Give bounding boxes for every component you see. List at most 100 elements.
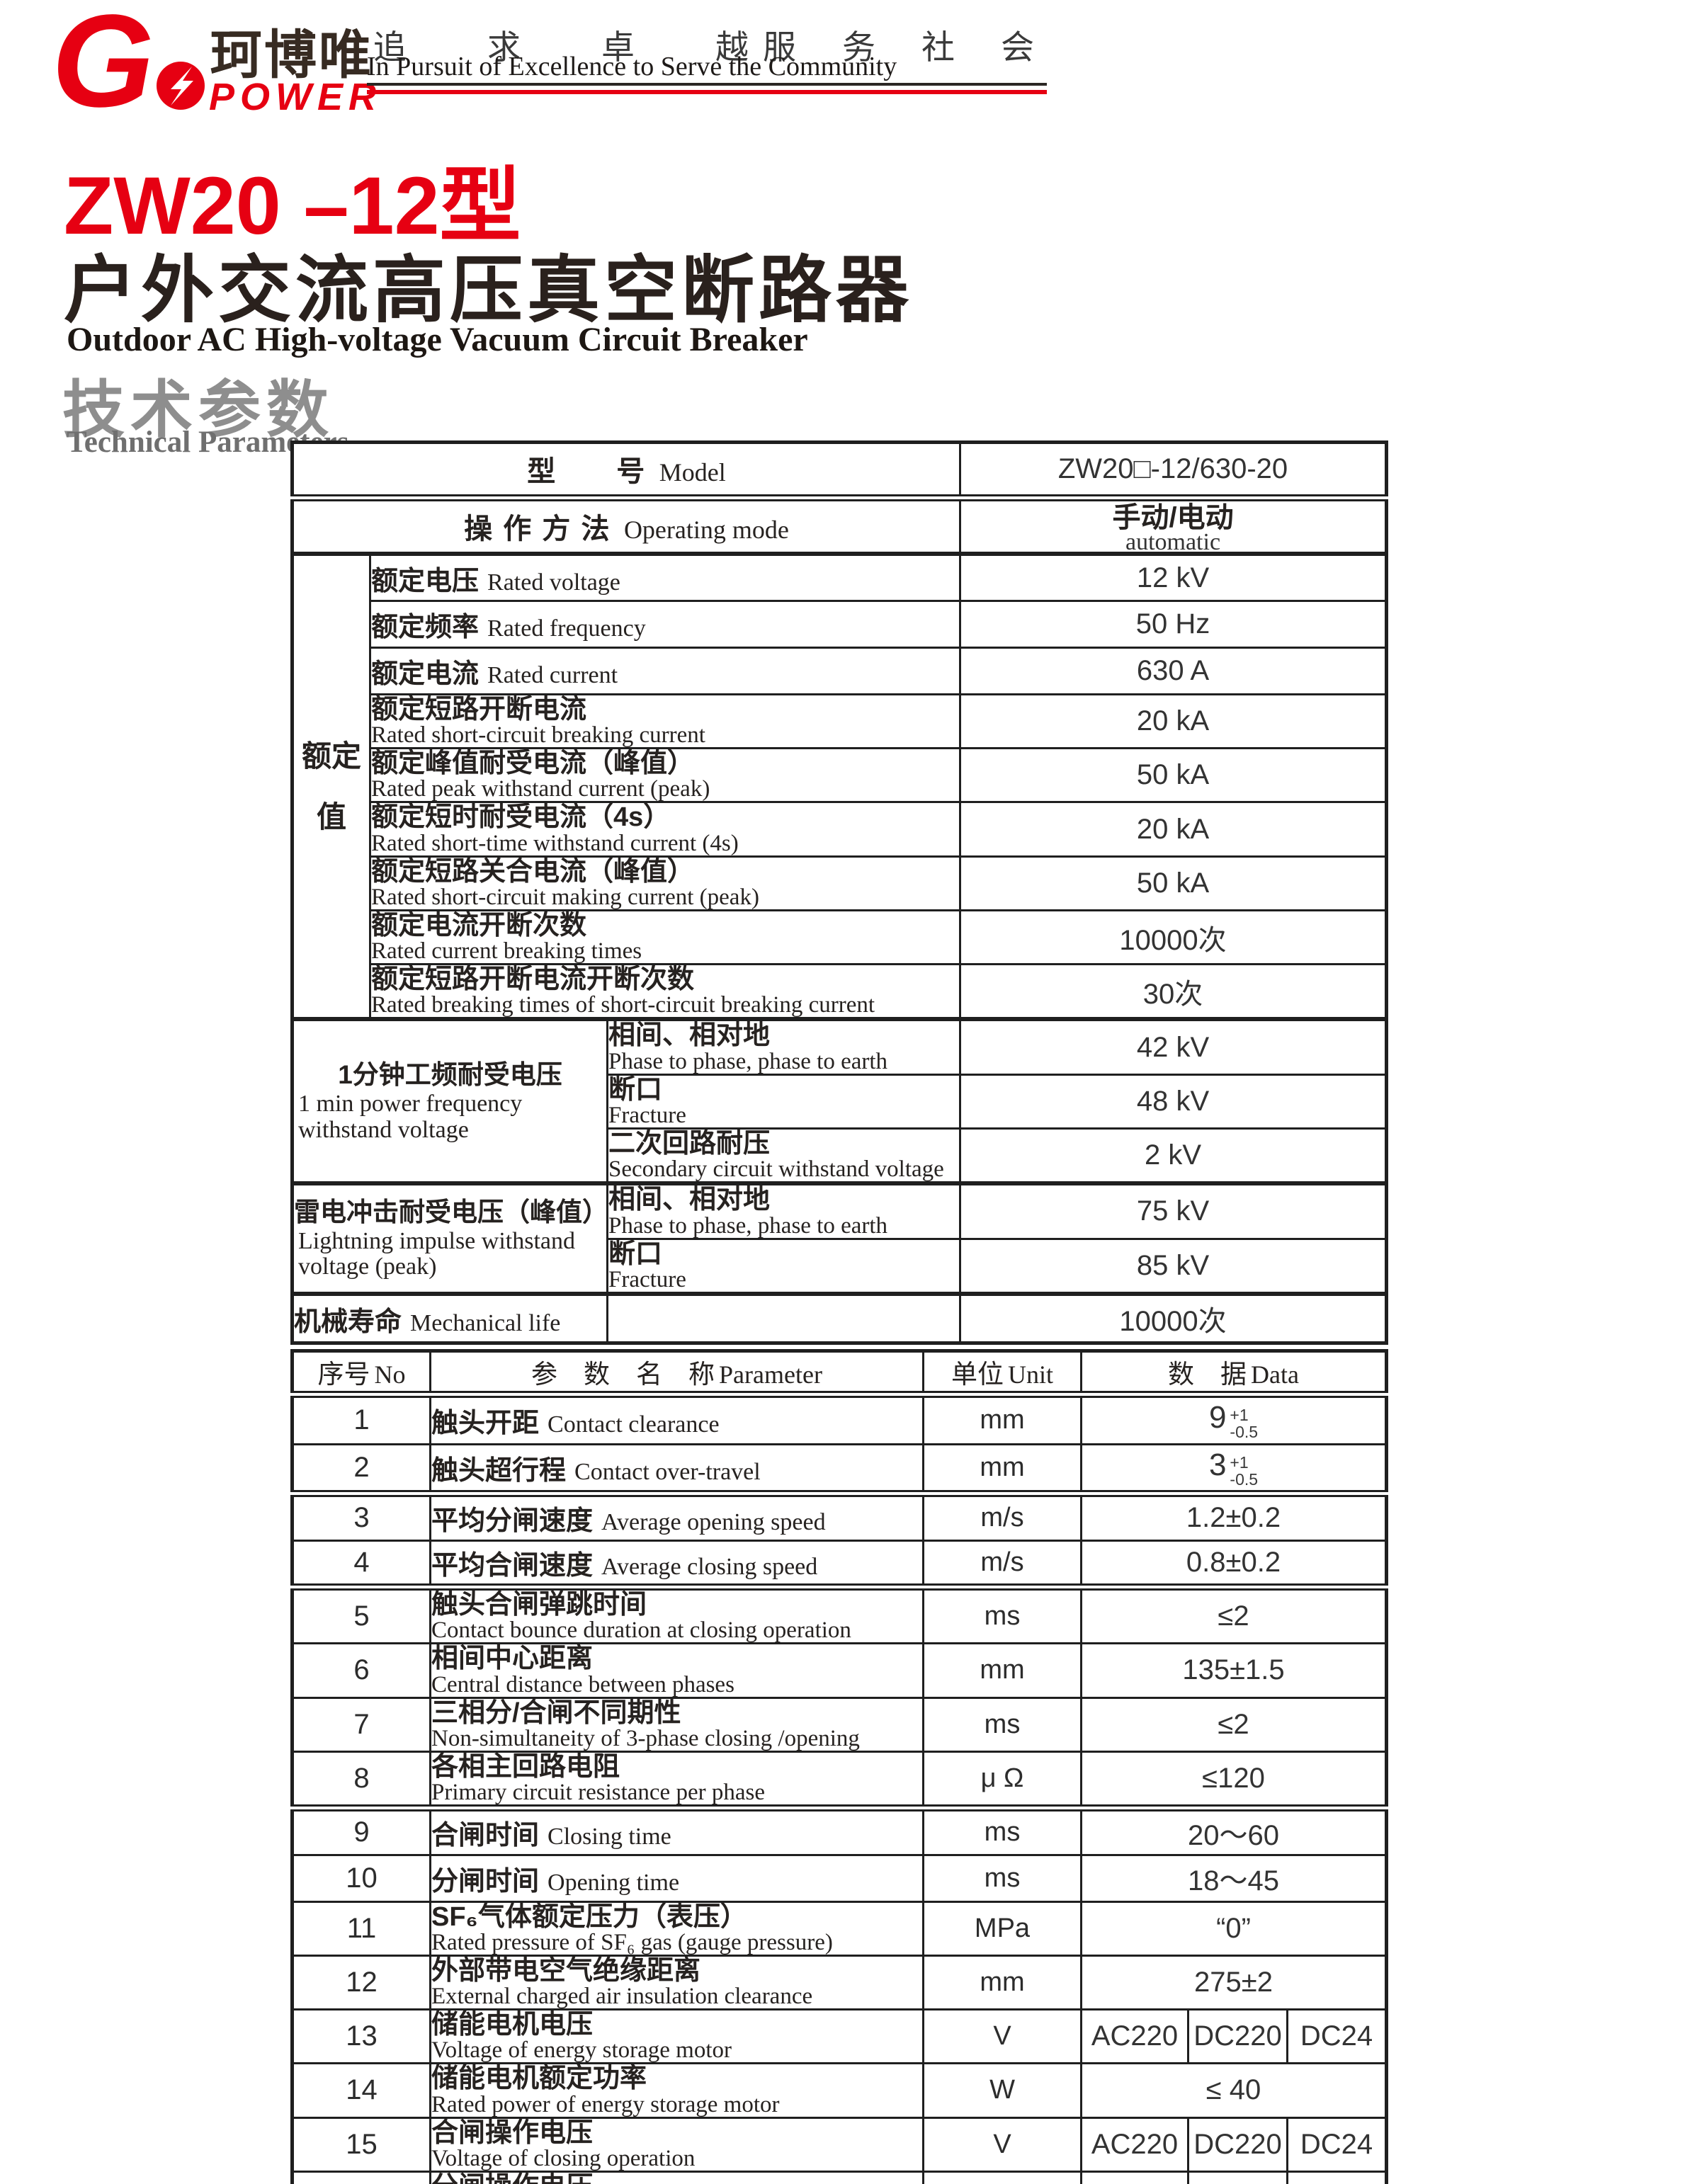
row-no: 11 bbox=[291, 1900, 431, 1957]
param-label: 机械寿命 Mechanical life bbox=[291, 1291, 608, 1345]
param-label-cn: 合闸时间 bbox=[431, 1821, 540, 1851]
table-row-11: 11 SF₆气体额定压力（表压） Rated pressure of SF₆ ga… bbox=[291, 1900, 1388, 1957]
table-row-rated-current: 额定电流 Rated current 630 A bbox=[293, 646, 1388, 695]
param-value: 50 kA bbox=[959, 747, 1388, 804]
row-no: 7 bbox=[291, 1696, 431, 1753]
param-label: 合闸操作电压 Voltage of closing operation bbox=[429, 2116, 924, 2173]
param-label-cn: 分闸时间 bbox=[431, 1866, 540, 1896]
data-cell-dc220: DC220 bbox=[1187, 2008, 1288, 2065]
unit-cell: V bbox=[922, 2116, 1082, 2173]
param-label: 断口 Fracture bbox=[606, 1237, 962, 1296]
table-row-pf-fracture: 断口 Fracture 48 kV bbox=[293, 1073, 1388, 1130]
column-header-unit: 单位 Unit bbox=[922, 1350, 1082, 1398]
pf-group-label: 1分钟工频耐受电压 1 min power frequency withstan… bbox=[291, 1017, 608, 1185]
table-row-sc-breaking-times: 额定短路开断电流开断次数 Rated breaking times of shor… bbox=[293, 963, 1388, 1022]
li-group-label: 雷电冲击耐受电压（峰值） Lightning impulse withstand… bbox=[291, 1181, 608, 1295]
row-no: 14 bbox=[291, 2062, 431, 2119]
param-label-cn: 额定短路开断电流开断次数 bbox=[371, 965, 695, 995]
rated-group-label: 额定值 bbox=[291, 552, 371, 1020]
data-cell: ≤ 40 bbox=[1079, 2062, 1388, 2119]
param-label-en: Rated frequency bbox=[487, 615, 646, 642]
product-title-cn: 户外交流高压真空断路器 bbox=[64, 249, 913, 331]
pf-group-label-cn: 1分钟工频耐受电压 bbox=[338, 1060, 562, 1090]
unit-cell: m/s bbox=[922, 1492, 1082, 1542]
param-label-cn: 额定频率 bbox=[371, 612, 480, 642]
table-row-8: 8 各相主回路电阻 Primary circuit resistance per … bbox=[291, 1750, 1388, 1812]
param-value: 85 kV bbox=[959, 1237, 1388, 1296]
param-label-cn: 触头合闸弹跳时间 bbox=[431, 1590, 647, 1620]
param-label-cn: 二次回路耐压 bbox=[608, 1129, 771, 1159]
table-row-peak-withstand: 额定峰值耐受电流（峰值） Rated peak withstand current… bbox=[293, 747, 1388, 804]
param-label-en: Average opening speed bbox=[601, 1509, 826, 1536]
table-row-12: 12 外部带电空气绝缘距离 External charged air insula… bbox=[291, 1954, 1388, 2011]
param-label-cn: 三相分/合闸不同期性 bbox=[431, 1697, 681, 1728]
param-label: 三相分/合闸不同期性 Non-simultaneity of 3-phase cl… bbox=[429, 1696, 924, 1753]
operating-value-en: automatic bbox=[1125, 528, 1221, 554]
data-cell: 1.2±0.2 bbox=[1079, 1492, 1388, 1542]
param-label-en: Voltage of energy storage motor bbox=[431, 2037, 732, 2064]
row-no: 9 bbox=[291, 1807, 431, 1856]
row-no: 5 bbox=[291, 1586, 431, 1645]
param-label-en: Rated pressure of SF₆ gas (gauge pressur… bbox=[431, 1929, 833, 1955]
unit-cell: ms bbox=[922, 1696, 1082, 1753]
unit-cell: μ Ω bbox=[922, 1750, 1082, 1812]
tolerance-sup: +1 bbox=[1230, 1406, 1249, 1425]
param-label-cn: 合闸操作电压 bbox=[431, 2117, 594, 2148]
data-cell-ac220: AC220 bbox=[1080, 2116, 1189, 2173]
param-label-en: Fracture bbox=[608, 1266, 686, 1292]
param-label-cn: 触头超行程 bbox=[431, 1455, 567, 1486]
lightning-icon bbox=[157, 62, 205, 110]
slogan-cn-left: 追求卓越 bbox=[373, 28, 829, 66]
tolerance-sup: +1 bbox=[1230, 1452, 1249, 1472]
column-header-data: 数 据 Data bbox=[1079, 1350, 1388, 1398]
table-row-16: 16 分闸操作电压Voltage of opening operation V … bbox=[291, 2170, 1388, 2184]
param-label-en: Rated short-circuit breaking current bbox=[371, 722, 705, 749]
param-label: 额定短路开断电流开断次数 Rated breaking times of shor… bbox=[368, 963, 962, 1022]
param-label-en: Contact bounce duration at closing opera… bbox=[431, 1617, 851, 1644]
param-label-en: Primary circuit resistance per phase bbox=[431, 1780, 765, 1806]
param-label-cn: 平均合闸速度 bbox=[431, 1550, 594, 1581]
empty-cell bbox=[606, 1291, 962, 1345]
param-value: 2 kV bbox=[959, 1127, 1388, 1186]
unit-cell: m/s bbox=[922, 1539, 1082, 1591]
brand-g-icon: G bbox=[52, 6, 154, 119]
param-label: 二次回路耐压 Secondary circuit withstand voltag… bbox=[606, 1127, 962, 1186]
param-label-cn: 储能电机电压 bbox=[431, 2010, 594, 2040]
data-cell: ≤120 bbox=[1079, 1750, 1388, 1812]
param-label: 外部带电空气绝缘距离 External charged air insulatio… bbox=[429, 1954, 924, 2011]
param-label: 储能电机电压 Voltage of energy storage motor bbox=[429, 2008, 924, 2065]
param-label-en: Voltage of closing operation bbox=[431, 2145, 696, 2171]
table-row-short-time-withstand: 额定短时耐受电流（4s） Rated short-time withstand c… bbox=[293, 801, 1388, 858]
row-no: 6 bbox=[291, 1642, 431, 1699]
table-row-6: 6 相间中心距离 Central distance between phases … bbox=[291, 1642, 1388, 1699]
param-value: 42 kV bbox=[959, 1017, 1388, 1076]
operating-label-cn: 操 作 方 法 bbox=[464, 513, 611, 545]
param-label: 额定短时耐受电流（4s） Rated short-time withstand c… bbox=[368, 801, 962, 858]
brand-name-cn: 珂博唯 bbox=[210, 25, 373, 84]
table-row-5: 5 触头合闸弹跳时间 Contact bounce duration at clo… bbox=[291, 1586, 1388, 1645]
param-label-en: Secondary circuit withstand voltage bbox=[608, 1156, 944, 1183]
param-label-cn: 相间、相对地 bbox=[608, 1020, 771, 1051]
param-label-en: Central distance between phases bbox=[431, 1671, 734, 1697]
data-cell-ac220: AC220 bbox=[1080, 2170, 1189, 2184]
header-data-cn: 数 据 bbox=[1168, 1360, 1247, 1389]
unit-cell: V bbox=[922, 2170, 1082, 2184]
unit-cell: ms bbox=[922, 1586, 1082, 1645]
data-cell-dc24: DC24 bbox=[1286, 2008, 1388, 2065]
table-row-li-phase: 雷电冲击耐受电压（峰值） Lightning impulse withstand… bbox=[291, 1181, 1388, 1295]
param-label-cn: 断口 bbox=[608, 1239, 663, 1269]
slogan-cn-right: 服务社会 bbox=[763, 28, 1080, 66]
param-label-en: Average closing speed bbox=[601, 1553, 818, 1580]
section-title-cn: 技术参数 bbox=[62, 375, 335, 445]
data-cell-dc220: DC220 bbox=[1187, 2170, 1288, 2184]
data-cell-dc24: DC24 bbox=[1286, 2116, 1388, 2173]
data-cell: “0” bbox=[1079, 1900, 1388, 1957]
header-rule-red bbox=[367, 90, 1047, 94]
param-label-en: Rated breaking times of short-circuit br… bbox=[371, 992, 875, 1018]
li-group-label-en: Lightning impulse withstand voltage (pea… bbox=[298, 1227, 575, 1280]
header-param-cn: 参 数 名 称 bbox=[531, 1360, 715, 1389]
li-group-label-cn: 雷电冲击耐受电压（峰值） bbox=[294, 1198, 608, 1227]
param-label: 各相主回路电阻 Primary circuit resistance per ph… bbox=[429, 1750, 924, 1812]
param-value: 48 kV bbox=[959, 1073, 1388, 1130]
param-label-cn: 额定电压 bbox=[371, 566, 480, 596]
